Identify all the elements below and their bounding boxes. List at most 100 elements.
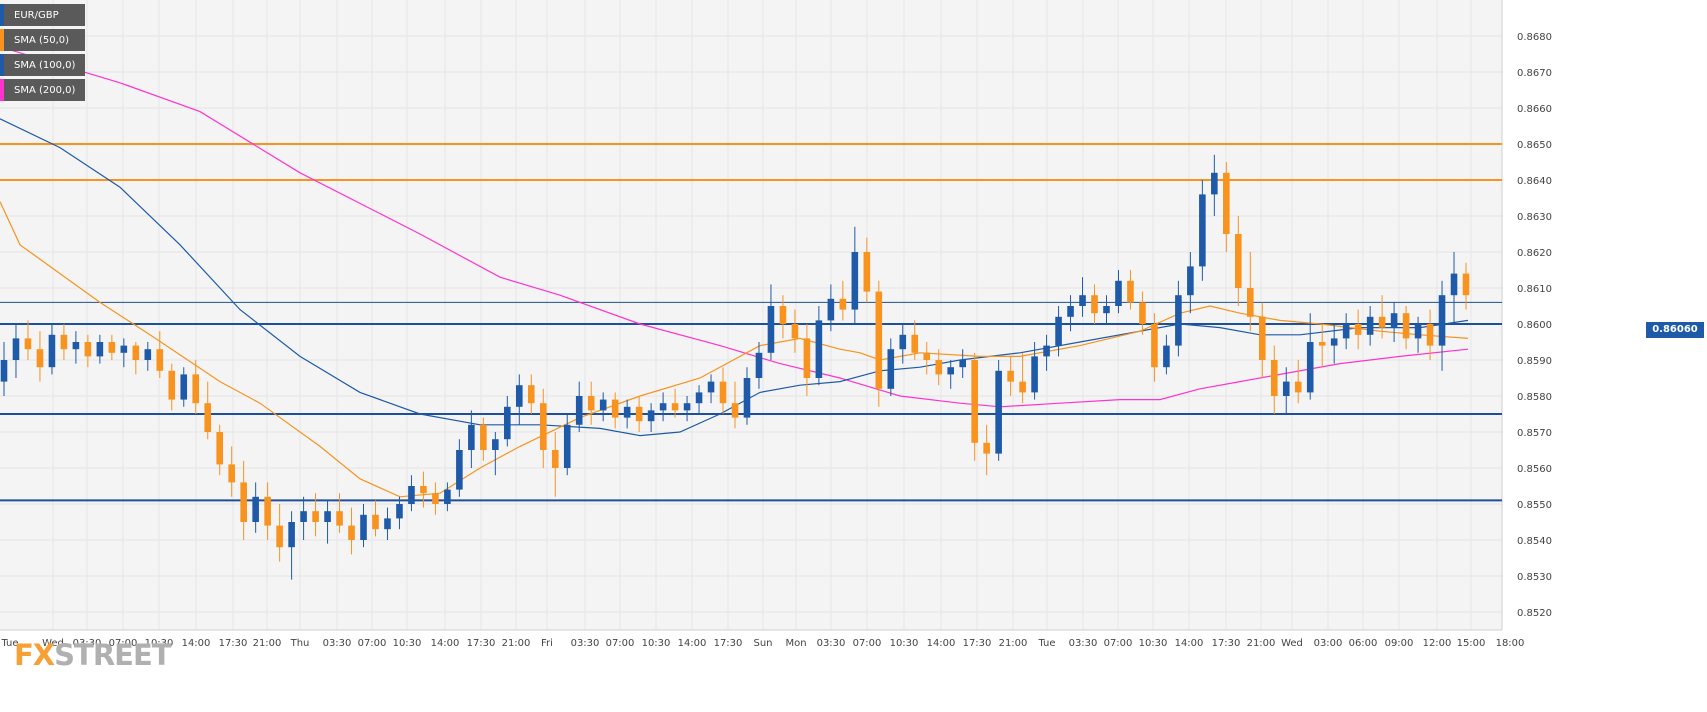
y-tick-label: 0.8640 <box>1517 176 1552 187</box>
candle-body <box>468 424 475 450</box>
candle-body <box>1426 324 1434 346</box>
x-tick-label: 07:00 <box>606 638 635 649</box>
x-tick-label: 03:00 <box>1314 638 1343 649</box>
candle-body <box>923 352 931 360</box>
candle-body <box>1187 266 1194 296</box>
candle-body <box>72 342 80 350</box>
candle-body <box>1414 324 1422 339</box>
candle-body <box>96 342 104 357</box>
candle-body <box>527 385 535 404</box>
candle-body <box>815 320 823 378</box>
x-tick-label: Wed <box>42 638 64 649</box>
candle-body <box>1091 295 1098 314</box>
candle-body <box>743 378 751 418</box>
candle-body <box>360 514 367 540</box>
x-tick-label: 14:00 <box>927 638 956 649</box>
x-tick-label: 14:00 <box>678 638 707 649</box>
candle-body <box>120 345 128 353</box>
x-tick-label: Wed <box>1281 638 1303 649</box>
candle-body <box>551 450 559 468</box>
candle-body <box>1342 324 1350 339</box>
candle-body <box>396 504 403 519</box>
candle-body <box>863 252 871 292</box>
x-tick-label: 03:30 <box>1069 638 1098 649</box>
x-tick-label: 17:30 <box>1212 638 1241 649</box>
candle-body <box>108 342 116 353</box>
x-tick-label: 17:30 <box>219 638 248 649</box>
candle-body <box>707 381 715 393</box>
candle-body <box>384 518 391 530</box>
y-tick-label: 0.8570 <box>1517 428 1552 439</box>
legend-item-sma50[interactable]: SMA (50,0) <box>0 29 86 51</box>
candle-body <box>803 338 811 378</box>
x-tick-label: Sun <box>753 638 772 649</box>
candle-body <box>587 396 595 411</box>
x-tick-label: 17:30 <box>714 638 743 649</box>
x-tick-label: 10:30 <box>1139 638 1168 649</box>
candle-body <box>1390 313 1398 328</box>
candle-body <box>432 493 439 504</box>
y-tick-label: 0.8560 <box>1517 464 1552 475</box>
candle-body <box>695 392 703 404</box>
legend-item-sma100[interactable]: SMA (100,0) <box>0 54 86 76</box>
candle-body <box>1438 295 1446 346</box>
legend-label-sma50: SMA (50,0) <box>14 34 70 46</box>
candle-body <box>60 334 68 350</box>
candle-body <box>12 338 20 360</box>
x-tick-label: 12:00 <box>1423 638 1452 649</box>
x-tick-label: Tue <box>1037 638 1055 649</box>
legend-label-sma200: SMA (200,0) <box>14 84 76 96</box>
candle-body <box>192 374 200 404</box>
candle-body <box>1127 280 1134 303</box>
candle-body <box>1282 381 1290 396</box>
candle-body <box>1462 273 1470 296</box>
candle-body <box>504 406 511 440</box>
x-tick-label: 07:00 <box>853 638 882 649</box>
candle-body <box>791 324 799 339</box>
candle-body <box>1019 381 1026 393</box>
candle-body <box>911 334 919 353</box>
x-tick-label: 03:30 <box>73 638 102 649</box>
candle-body <box>348 525 355 540</box>
y-tick-label: 0.8580 <box>1517 392 1552 403</box>
candle-body <box>755 352 763 378</box>
candle-body <box>767 306 775 353</box>
candle-body <box>1378 316 1386 328</box>
y-tick-label: 0.8650 <box>1517 140 1552 151</box>
candle-body <box>563 424 571 468</box>
x-tick-label: 14:00 <box>182 638 211 649</box>
candle-body <box>1067 306 1074 317</box>
candle-body <box>1211 172 1218 195</box>
candle-body <box>779 306 787 324</box>
x-tick-label: 06:00 <box>1349 638 1378 649</box>
legend-item-eurgbp[interactable]: EUR/GBP <box>0 4 86 26</box>
x-tick-label: 17:30 <box>467 638 496 649</box>
candle-body <box>1223 172 1230 234</box>
candle-body <box>599 399 607 411</box>
candle-body <box>240 482 247 522</box>
candle-body <box>1151 324 1158 368</box>
candle-body <box>1366 316 1374 335</box>
candle-body <box>983 442 990 454</box>
candle-body <box>515 385 523 407</box>
x-tick-label: 07:00 <box>358 638 387 649</box>
y-tick-label: 0.8680 <box>1517 32 1552 43</box>
x-tick-label: 10:30 <box>642 638 671 649</box>
x-tick-label: 21:00 <box>999 638 1028 649</box>
candle-body <box>168 370 176 400</box>
candle-body <box>336 511 343 526</box>
candle-body <box>84 342 92 357</box>
y-tick-label: 0.8620 <box>1517 248 1552 259</box>
plot-background <box>0 0 1502 630</box>
candle-body <box>575 396 583 425</box>
candle-body <box>875 291 883 389</box>
legend-item-sma200[interactable]: SMA (200,0) <box>0 79 86 101</box>
candle-body <box>719 381 727 404</box>
legend-swatch-eurgbp <box>0 4 4 26</box>
x-tick-label: 10:30 <box>890 638 919 649</box>
candle-body <box>1055 316 1062 346</box>
candle-body <box>180 374 188 400</box>
candle-body <box>204 403 212 432</box>
x-tick-label: 14:00 <box>1175 638 1204 649</box>
x-tick-label: 09:00 <box>1385 638 1414 649</box>
